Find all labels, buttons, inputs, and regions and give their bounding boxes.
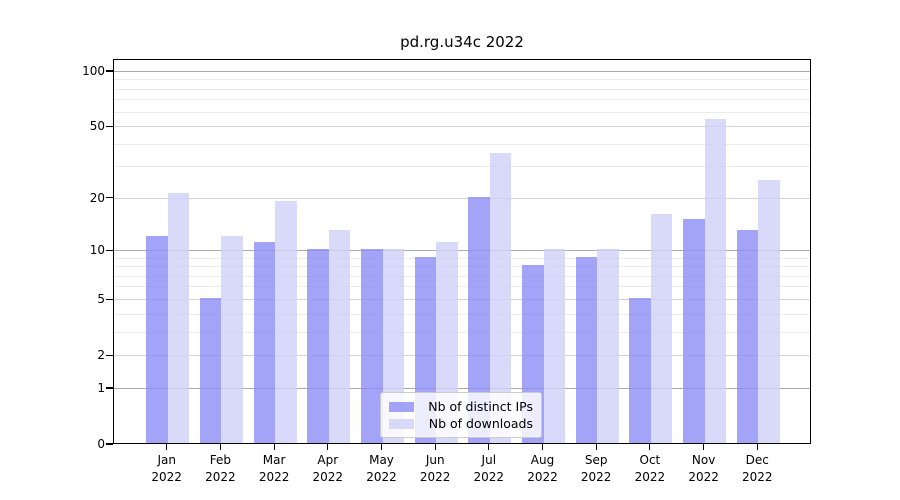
bar-downloads-dec (758, 179, 780, 443)
legend-row-downloads: Nb of downloads (389, 415, 533, 432)
x-tick-label-feb: Feb 2022 (205, 453, 236, 484)
bar-ips-feb (199, 298, 222, 443)
bar-downloads-nov (704, 119, 727, 443)
legend-label-ips: Nb of distinct IPs (428, 399, 533, 414)
y-tick-0 (106, 443, 113, 445)
bar-downloads-oct (650, 214, 673, 443)
gridline-y-20 (114, 197, 810, 199)
legend-row-ips: Nb of distinct IPs (389, 398, 533, 415)
gridline-y-30 (114, 166, 810, 168)
x-tick-label-nov: Nov 2022 (688, 453, 719, 484)
gridline-y-60 (114, 111, 810, 113)
x-tick-label-apr: Apr 2022 (312, 453, 344, 484)
x-tick-jan (166, 444, 168, 450)
x-tick-label-jun: Jun 2022 (419, 453, 451, 484)
gridline-y-90 (114, 79, 810, 81)
gridline-y-8 (114, 266, 810, 268)
bar-ips-nov (683, 218, 705, 443)
gridline-y-70 (114, 99, 810, 101)
y-tick-5 (106, 298, 113, 300)
x-tick-label-aug: Aug 2022 (527, 453, 558, 484)
gridline-y-6 (114, 286, 810, 288)
bar-ips-jul (468, 196, 490, 443)
y-tick-label-0: 0 (97, 437, 105, 451)
bar-ips-oct (629, 298, 651, 443)
x-tick-apr (327, 444, 329, 450)
bar-downloads-apr (328, 229, 351, 443)
gridline-y-7 (114, 275, 810, 277)
x-tick-mar (273, 444, 275, 450)
bar-ips-sep (575, 256, 598, 443)
y-tick-50 (106, 125, 113, 127)
gridline-y-5 (114, 298, 810, 300)
plot-area (113, 59, 811, 444)
legend-label-downloads: Nb of downloads (428, 416, 533, 431)
y-tick-label-100: 100 (82, 64, 105, 78)
y-tick-100 (106, 70, 113, 72)
x-tick-label-may: May 2022 (366, 453, 397, 484)
x-tick-label-jul: Jul 2022 (473, 453, 505, 484)
bar-downloads-mar (275, 200, 297, 443)
legend: Nb of distinct IPs Nb of downloads (380, 392, 542, 438)
y-tick-1 (106, 387, 113, 389)
gridline-y-1 (114, 387, 810, 389)
gridline-y-10 (114, 249, 810, 251)
bar-downloads-feb (221, 235, 243, 443)
chart-title: pd.rg.u34c 2022 (400, 33, 524, 51)
x-tick-jul (488, 444, 490, 450)
x-tick-label-sep: Sep 2022 (580, 453, 612, 484)
gridline-y-4 (114, 313, 810, 315)
gridline-y-9 (114, 257, 810, 259)
x-tick-aug (541, 444, 544, 450)
gridline-y-80 (114, 88, 810, 90)
x-tick-sep (595, 444, 597, 450)
x-tick-label-dec: Dec 2022 (742, 453, 773, 484)
bar-ips-mar (253, 242, 276, 443)
y-tick-label-5: 5 (97, 292, 105, 307)
legend-swatch-downloads-icon (389, 418, 414, 429)
y-tick-label-50: 50 (89, 119, 105, 134)
x-tick-label-jan: Jan 2022 (151, 453, 182, 484)
x-tick-nov (703, 444, 705, 450)
bar-ips-jan (146, 235, 168, 443)
gridline-y-2 (114, 354, 810, 356)
gridline-y-50 (114, 125, 810, 127)
x-tick-dec (756, 444, 758, 450)
legend-swatch-ips-icon (389, 401, 414, 412)
bar-ips-apr (307, 249, 329, 443)
bar-downloads-jul (489, 153, 512, 443)
x-tick-label-mar: Mar 2022 (258, 453, 290, 484)
gridline-y-40 (114, 143, 810, 145)
y-tick-2 (106, 354, 113, 356)
bar-ips-may (361, 249, 383, 443)
y-tick-label-10: 10 (89, 243, 105, 258)
y-tick-10 (106, 249, 113, 251)
y-tick-20 (106, 197, 113, 199)
bar-downloads-aug (543, 249, 565, 443)
y-tick-label-1: 1 (97, 381, 105, 395)
x-tick-label-oct: Oct 2022 (634, 453, 666, 484)
x-tick-may (380, 444, 383, 450)
gridline-y-100 (114, 70, 810, 72)
bar-ips-dec (736, 229, 759, 443)
bar-downloads-sep (597, 249, 619, 443)
gridline-y-3 (114, 331, 810, 333)
y-tick-label-2: 2 (97, 348, 105, 363)
y-tick-label-20: 20 (89, 190, 105, 205)
x-tick-jun (434, 444, 436, 450)
x-tick-feb (219, 444, 221, 450)
bar-downloads-jan (167, 193, 190, 443)
x-tick-oct (649, 444, 651, 450)
